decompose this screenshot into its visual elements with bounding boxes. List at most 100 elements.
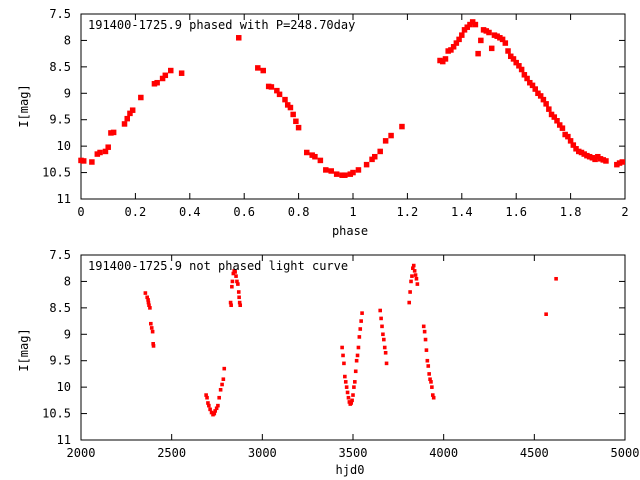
phased-data-point bbox=[505, 48, 511, 54]
unphased-data-point bbox=[143, 291, 148, 295]
unphased-data-point bbox=[341, 353, 345, 358]
phased-data-point bbox=[342, 172, 348, 178]
unphased-data-point bbox=[229, 303, 233, 308]
phased-x-tick-label: 2 bbox=[621, 205, 628, 219]
phased-x-axis-label: phase bbox=[332, 224, 368, 238]
phased-y-tick-label: 8 bbox=[64, 33, 71, 47]
phased-data-point bbox=[276, 91, 283, 98]
unphased-chart-title: 191400-1725.9 not phased light curve bbox=[88, 259, 348, 273]
unphased-data-point bbox=[411, 263, 416, 268]
phased-x-tick-label: 1.4 bbox=[451, 205, 473, 219]
unphased-data-point bbox=[340, 345, 344, 350]
unphased-plot-frame bbox=[80, 254, 626, 441]
unphased-y-tick-label: 10 bbox=[57, 380, 71, 394]
unphased-data-point bbox=[379, 316, 383, 321]
phased-data-point bbox=[546, 106, 552, 112]
unphased-data-point bbox=[218, 387, 223, 392]
unphased-data-point bbox=[149, 321, 153, 326]
unphased-data-point bbox=[415, 282, 420, 286]
phased-data-point bbox=[388, 132, 394, 139]
unphased-data-point bbox=[422, 329, 427, 334]
unphased-data-points bbox=[143, 263, 558, 417]
phased-data-point bbox=[282, 96, 288, 103]
phased-data-points bbox=[78, 19, 626, 178]
phased-x-tick-label: 1.8 bbox=[560, 205, 582, 219]
phased-data-point bbox=[295, 124, 302, 131]
unphased-data-point bbox=[207, 403, 211, 408]
phased-data-point bbox=[154, 79, 160, 86]
phased-x-tick-label: 0.6 bbox=[233, 205, 255, 219]
unphased-data-point bbox=[236, 282, 240, 286]
unphased-data-point bbox=[544, 312, 548, 316]
unphased-data-point bbox=[343, 380, 348, 384]
phased-data-point bbox=[478, 37, 484, 44]
unphased-x-tick-label: 5000 bbox=[611, 446, 640, 460]
unphased-data-point bbox=[352, 385, 356, 389]
unphased-x-tick-label: 2500 bbox=[157, 446, 186, 460]
phased-data-point bbox=[543, 101, 549, 107]
phased-data-point bbox=[290, 111, 296, 118]
unphased-x-tick-label: 4500 bbox=[520, 446, 549, 460]
unphased-data-point bbox=[429, 380, 433, 384]
phased-chart: 0 0.2 0.4 0.6 0.8 1 1.2 1.4 1.6 1.8 2 7.5 8 8.5 9 9.5 10… bbox=[17, 7, 629, 238]
phased-data-point bbox=[110, 129, 117, 136]
unphased-x-tick-label: 3000 bbox=[248, 446, 277, 460]
phased-chart-title: 191400-1725.9 phased with P=248.70day bbox=[88, 18, 355, 32]
phased-y-tick-label: 10.5 bbox=[42, 166, 71, 180]
unphased-ticks: 2000 2500 3000 3500 4000 4500 5000 7.5 8 8.5 9 9.5 1… bbox=[42, 248, 639, 460]
unphased-data-point bbox=[413, 273, 418, 277]
unphased-data-point bbox=[410, 274, 414, 278]
phased-data-point bbox=[121, 121, 128, 127]
phased-data-point bbox=[619, 159, 626, 165]
unphased-x-tick-label: 2000 bbox=[67, 446, 96, 460]
unphased-data-point bbox=[378, 308, 382, 313]
unphased-y-tick-label: 8.5 bbox=[49, 301, 71, 315]
phased-data-point bbox=[502, 40, 509, 46]
unphased-data-point bbox=[148, 306, 152, 310]
unphased-data-point bbox=[149, 326, 154, 330]
phased-data-point bbox=[124, 115, 130, 122]
phased-y-tick-label: 11 bbox=[57, 192, 71, 206]
unphased-data-point bbox=[151, 344, 156, 348]
unphased-data-point bbox=[230, 279, 235, 284]
unphased-data-point bbox=[421, 324, 426, 329]
unphased-data-point bbox=[342, 361, 346, 366]
phased-data-point bbox=[323, 167, 329, 173]
phased-data-point bbox=[399, 123, 405, 130]
unphased-y-tick-label: 9 bbox=[64, 327, 71, 341]
unphased-data-point bbox=[345, 390, 350, 395]
unphased-data-point bbox=[407, 300, 412, 305]
phased-data-point bbox=[488, 45, 495, 52]
unphased-data-point bbox=[408, 290, 412, 294]
unphased-data-point bbox=[382, 345, 387, 350]
phased-data-point bbox=[475, 50, 481, 57]
unphased-data-point bbox=[344, 385, 349, 389]
phased-x-tick-label: 1 bbox=[349, 205, 356, 219]
phased-x-tick-label: 1.2 bbox=[397, 205, 419, 219]
phased-data-point bbox=[162, 72, 169, 79]
unphased-data-point bbox=[414, 276, 419, 281]
phased-data-point bbox=[377, 148, 383, 155]
unphased-data-point bbox=[351, 393, 355, 397]
phased-data-point bbox=[168, 67, 174, 74]
unphased-data-point bbox=[431, 395, 436, 400]
phased-data-point bbox=[442, 56, 449, 62]
unphased-data-point bbox=[425, 358, 430, 363]
phased-data-point bbox=[236, 35, 242, 41]
unphased-data-point bbox=[355, 353, 360, 358]
phased-data-point bbox=[486, 29, 492, 36]
unphased-data-point bbox=[357, 335, 362, 339]
unphased-y-axis-label: I[mag] bbox=[17, 328, 31, 371]
phased-data-point bbox=[382, 138, 389, 144]
phased-y-axis-label: I[mag] bbox=[17, 84, 31, 127]
unphased-data-point bbox=[236, 290, 241, 294]
phased-data-point bbox=[603, 158, 609, 164]
phased-data-point bbox=[363, 161, 370, 168]
phased-data-point bbox=[268, 84, 275, 90]
unphased-data-point bbox=[220, 382, 224, 387]
phased-data-point bbox=[350, 169, 356, 176]
phased-y-tick-label: 7.5 bbox=[49, 7, 71, 21]
phased-data-point bbox=[97, 149, 103, 156]
unphased-data-point bbox=[356, 345, 361, 350]
